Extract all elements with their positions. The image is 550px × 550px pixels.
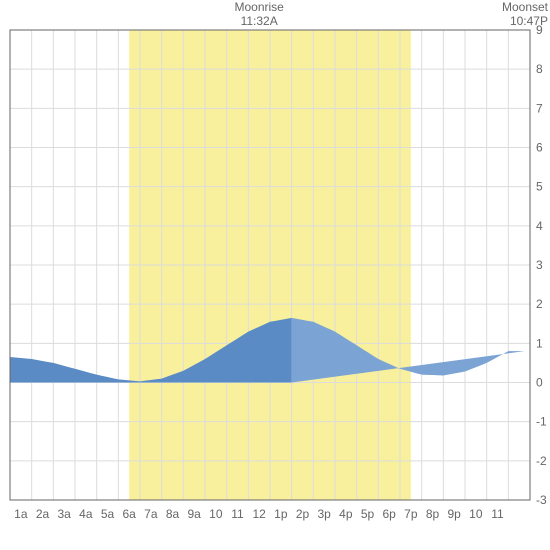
x-tick-label: 4a xyxy=(79,507,93,521)
y-tick-label: 0 xyxy=(536,376,543,390)
y-tick-label: 8 xyxy=(536,62,543,76)
x-tick-label: 9a xyxy=(187,507,201,521)
y-tick-label: 6 xyxy=(536,141,543,155)
y-tick-label: 7 xyxy=(536,101,543,115)
x-tick-label: 3a xyxy=(57,507,71,521)
tide-chart: -3-2-101234567891a2a3a4a5a6a7a8a9a101112… xyxy=(0,0,550,550)
x-tick-label: 7p xyxy=(404,507,418,521)
x-tick-label: 9p xyxy=(447,507,461,521)
moonset-title: Moonset xyxy=(488,0,548,14)
moonrise-label: Moonrise 11:32A xyxy=(229,0,289,29)
x-tick-label: 5p xyxy=(361,507,375,521)
y-tick-label: 4 xyxy=(536,219,543,233)
x-tick-label: 11 xyxy=(231,507,244,521)
x-tick-label: 12 xyxy=(252,507,266,521)
moonset-time: 10:47P xyxy=(488,14,548,28)
y-tick-label: -1 xyxy=(536,415,547,429)
x-tick-label: 1p xyxy=(274,507,288,521)
x-tick-label: 5a xyxy=(101,507,115,521)
x-tick-label: 2p xyxy=(296,507,310,521)
x-tick-label: 3p xyxy=(317,507,331,521)
x-tick-label: 1a xyxy=(14,507,28,521)
x-tick-label: 10 xyxy=(209,507,223,521)
x-tick-label: 6p xyxy=(382,507,396,521)
y-tick-label: 5 xyxy=(536,180,543,194)
y-tick-label: 2 xyxy=(536,297,543,311)
x-tick-label: 8p xyxy=(426,507,440,521)
x-tick-label: 4p xyxy=(339,507,353,521)
moonrise-time: 11:32A xyxy=(229,14,289,28)
x-tick-label: 6a xyxy=(122,507,136,521)
x-tick-label: 7a xyxy=(144,507,158,521)
x-tick-label: 2a xyxy=(36,507,50,521)
y-tick-label: 3 xyxy=(536,258,543,272)
moonrise-title: Moonrise xyxy=(229,0,289,14)
y-tick-label: -2 xyxy=(536,454,547,468)
x-tick-label: 11 xyxy=(491,507,504,521)
moonset-label: Moonset 10:47P xyxy=(488,0,548,29)
x-tick-label: 8a xyxy=(166,507,180,521)
y-tick-label: 1 xyxy=(536,336,543,350)
y-tick-label: -3 xyxy=(536,493,547,507)
x-tick-label: 10 xyxy=(469,507,483,521)
chart-svg: -3-2-101234567891a2a3a4a5a6a7a8a9a101112… xyxy=(0,0,550,550)
